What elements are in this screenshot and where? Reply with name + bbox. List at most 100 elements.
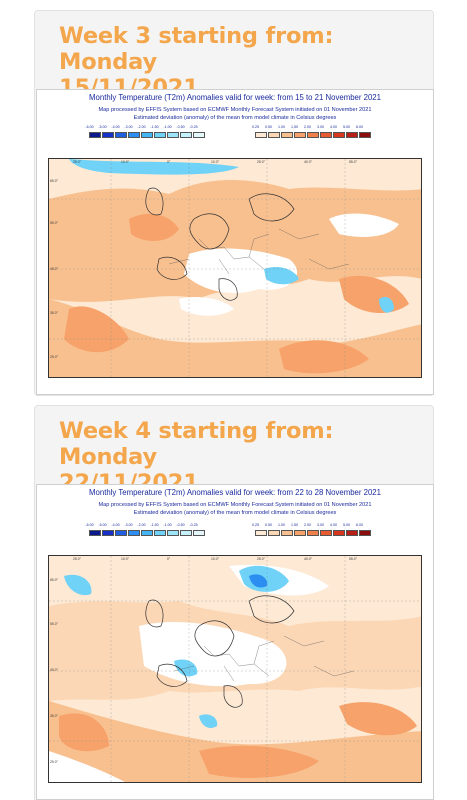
warm-scale-tick-4: 2.00 [304, 125, 311, 129]
week-4-geo-labels: 25.0° 10.0° 0° 10.0° 25.0° 40.0° 55.0° 6… [49, 556, 421, 782]
cold-scale-swatch-7 [180, 530, 192, 536]
warm-scale-swatch-1 [268, 530, 280, 536]
cold-scale-tick-6: -1.00 [163, 125, 172, 129]
cold-scale-tick-5: -1.50 [150, 125, 159, 129]
cold-scale-tick-2: -4.00 [111, 125, 120, 129]
cold-patch-alps [174, 659, 198, 677]
cold-scale-swatch-3 [128, 132, 140, 138]
week-3-map-title: Monthly Temperature (T2m) Anomalies vali… [89, 93, 381, 102]
lon-label: 0° [167, 160, 171, 164]
warm-scale-tick-5: 3.00 [317, 523, 324, 527]
warm-scale-tick-4: 2.00 [304, 523, 311, 527]
cold-scale-tick-3: -3.00 [124, 523, 133, 527]
warm-scale-tick-1: 0.50 [265, 125, 272, 129]
lat-label: 55.0° [50, 221, 58, 225]
warm-scale-swatch-0 [255, 530, 267, 536]
warm-patch-africa [279, 340, 369, 374]
country-borders [173, 635, 355, 682]
warm-scale-tick-2: 1.00 [278, 125, 285, 129]
week-4-cold-colour-scale [89, 530, 206, 536]
cold-patch-caucasus [379, 297, 394, 313]
cold-scale-tick-1: -5.00 [98, 125, 107, 129]
warm-scale-tick-0: 0.25 [252, 125, 259, 129]
week-3-map-units-note: Estimated deviation (anomaly) of the mea… [133, 115, 337, 121]
lon-label: 0° [167, 557, 171, 561]
lat-label: 45.0° [50, 668, 58, 672]
week-4-heading: Week 4 starting from: Monday 22/11/2021 [59, 418, 433, 496]
lon-label: 40.0° [304, 557, 312, 561]
week-3-map-svg [49, 159, 421, 377]
warm-scale-swatch-7 [346, 132, 358, 138]
warm-scale-tick-8: 6.00 [356, 125, 363, 129]
cold-patch-balkans [264, 267, 299, 285]
lat-label: 45.0° [50, 267, 58, 271]
lon-label: 40.0° [304, 160, 312, 164]
lat-label: 35.0° [50, 714, 58, 718]
cold-scale-swatch-0 [89, 132, 101, 138]
lat-label: 25.0° [50, 355, 58, 359]
warm-scale-tick-7: 5.00 [343, 523, 350, 527]
cold-scale-swatch-2 [115, 132, 127, 138]
warm-scale-swatch-8 [359, 530, 371, 536]
warm-scale-tick-6: 4.00 [330, 523, 337, 527]
lat-label: 65.0° [50, 578, 58, 582]
week-3-cold-scale-ticks: -6.00 -5.00 -4.00 -3.00 -2.00 -1.50 -1.00 -0.50… [83, 125, 200, 129]
week-4-map-title: Monthly Temperature (T2m) Anomalies vali… [89, 488, 381, 497]
cold-scale-swatch-7 [180, 132, 192, 138]
week-3-anomaly-map: 25.0° 10.0° 0° 10.0° 25.0° 40.0° 55.0° 6… [48, 158, 422, 378]
warm-patch-sahara [199, 745, 319, 778]
warm-scale-tick-8: 6.00 [356, 523, 363, 527]
warm-scale-swatch-4 [307, 530, 319, 536]
lon-label: 10.0° [121, 557, 129, 561]
coastlines [145, 595, 295, 708]
cold-scale-tick-0: -6.00 [85, 125, 94, 129]
cold-scale-tick-5: -1.50 [150, 523, 159, 527]
country-borders [168, 228, 350, 275]
week-3-warm-scale-ticks: 0.25 0.50 1.00 1.50 2.00 3.00 4.00 5.00 6.00 [249, 125, 366, 129]
cold-scale-swatch-5 [154, 132, 166, 138]
warm-scale-swatch-4 [307, 132, 319, 138]
cold-scale-swatch-2 [115, 530, 127, 536]
coastlines [145, 187, 295, 301]
lat-label: 65.0° [50, 179, 58, 183]
warm-scale-swatch-2 [281, 132, 293, 138]
week-3-heading-line-1: Week 3 starting from: Monday [59, 23, 334, 75]
warm-scale-tick-1: 0.50 [265, 523, 272, 527]
warm-zone-north [49, 179, 421, 302]
week-4-map-svg [49, 556, 421, 782]
graticule [49, 556, 421, 782]
warm-patch-middle-east [339, 702, 417, 736]
warm-patch-atlantic [59, 713, 109, 752]
warm-scale-swatch-5 [320, 530, 332, 536]
cold-scale-swatch-0 [89, 530, 101, 536]
cold-patch-arctic [69, 159, 239, 175]
warm-scale-swatch-3 [294, 530, 306, 536]
lon-label: 55.0° [349, 160, 357, 164]
warm-scale-swatch-5 [320, 132, 332, 138]
warm-scale-tick-6: 4.00 [330, 125, 337, 129]
week-4-card: Week 4 starting from: Monday 22/11/2021 … [34, 405, 434, 800]
neutral-zone-west-africa [49, 751, 126, 782]
week-4-anomaly-map: 25.0° 10.0° 0° 10.0° 25.0° 40.0° 55.0° 6… [48, 555, 422, 783]
warm-scale-tick-0: 0.25 [252, 523, 259, 527]
lon-label: 10.0° [211, 160, 219, 164]
warm-scale-tick-7: 5.00 [343, 125, 350, 129]
cold-scale-swatch-1 [102, 530, 114, 536]
cold-scale-tick-0: -6.00 [85, 523, 94, 527]
week-4-anomaly-figure: Monthly Temperature (T2m) Anomalies vali… [36, 484, 434, 800]
neutral-zone-russia [329, 213, 399, 237]
warm-scale-swatch-6 [333, 530, 345, 536]
cold-scale-tick-4: -2.00 [137, 125, 146, 129]
warm-scale-tick-3: 1.50 [291, 125, 298, 129]
cold-scale-tick-7: -0.50 [176, 523, 185, 527]
cold-scale-tick-2: -4.00 [111, 523, 120, 527]
neutral-zone-central-europe [184, 248, 298, 294]
cold-scale-tick-8: -0.25 [189, 523, 198, 527]
cold-scale-swatch-4 [141, 530, 153, 536]
cold-scale-tick-6: -1.00 [163, 523, 172, 527]
cold-scale-swatch-8 [193, 530, 205, 536]
cold-patch-north-africa [199, 714, 218, 728]
cold-scale-swatch-5 [154, 530, 166, 536]
lon-label: 25.0° [257, 160, 265, 164]
week-4-map-units-note: Estimated deviation (anomaly) of the mea… [133, 510, 337, 516]
